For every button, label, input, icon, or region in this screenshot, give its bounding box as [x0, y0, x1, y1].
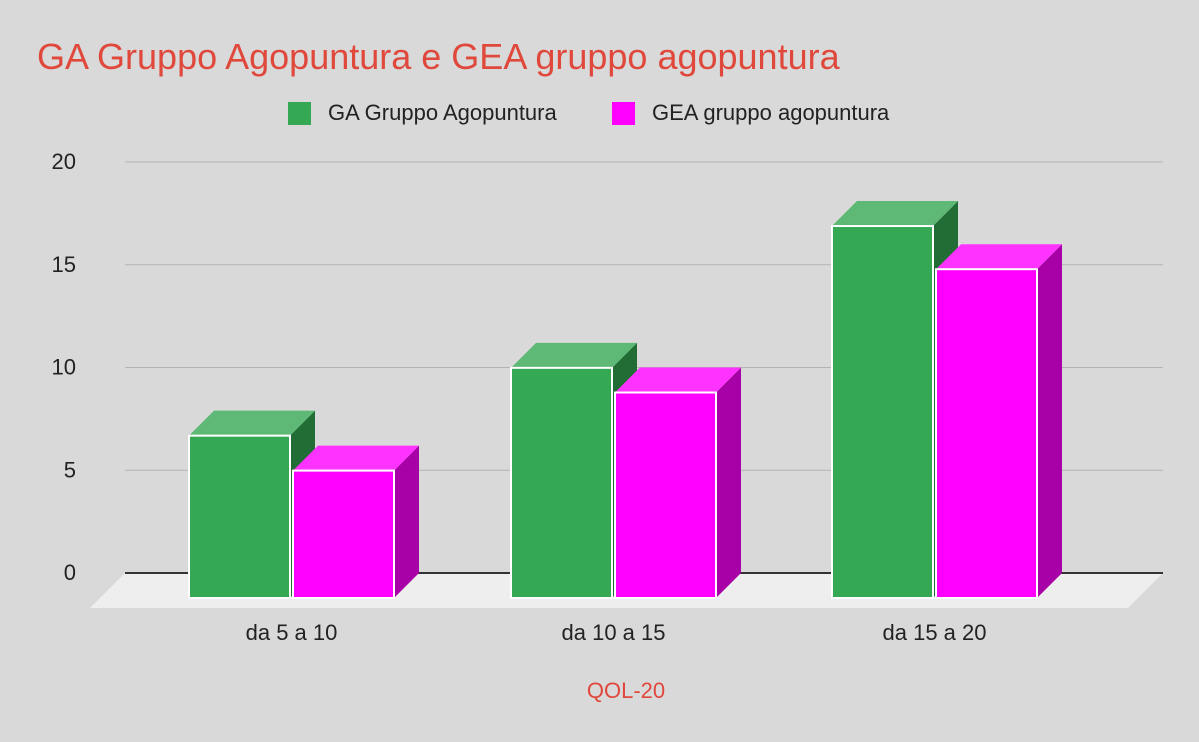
- legend-swatch-ga: [288, 102, 311, 125]
- legend-label-gea: GEA gruppo agopuntura: [652, 100, 890, 125]
- bar-front: [935, 268, 1038, 599]
- bar-top: [832, 201, 958, 227]
- x-tick-label: da 10 a 15: [562, 620, 666, 645]
- bar-top: [189, 410, 315, 436]
- y-tick-label: 5: [64, 457, 76, 482]
- chart-title: GA Gruppo Agopuntura e GEA gruppo agopun…: [37, 36, 841, 77]
- bar-gea-1: [292, 445, 419, 599]
- y-tick-label: 10: [52, 355, 76, 380]
- bar-gea-2: [614, 367, 741, 599]
- bar-front: [831, 225, 934, 599]
- bar-side: [394, 445, 419, 598]
- legend: GA Gruppo Agopuntura GEA gruppo agopuntu…: [288, 100, 890, 125]
- bar-side: [716, 367, 741, 598]
- y-tick-label: 0: [64, 560, 76, 585]
- legend-label-ga: GA Gruppo Agopuntura: [328, 100, 557, 125]
- bar-front: [188, 434, 291, 599]
- x-axis-title: QOL-20: [587, 678, 665, 703]
- legend-swatch-gea: [612, 102, 635, 125]
- bar-top: [936, 244, 1062, 270]
- bar-gea-3: [935, 244, 1062, 599]
- y-tick-label: 20: [52, 149, 76, 174]
- x-axis-ticks: da 5 a 10 da 10 a 15 da 15 a 20: [246, 620, 987, 645]
- bar-side: [1037, 244, 1062, 598]
- bar-top: [511, 342, 637, 368]
- bar-front: [510, 366, 613, 599]
- bar-front: [614, 391, 717, 599]
- x-tick-label: da 5 a 10: [246, 620, 338, 645]
- bars: [188, 201, 1062, 599]
- bar-top: [615, 367, 741, 393]
- y-tick-label: 15: [52, 252, 76, 277]
- bar-top: [293, 445, 419, 471]
- x-tick-label: da 15 a 20: [883, 620, 987, 645]
- bar-front: [292, 469, 395, 599]
